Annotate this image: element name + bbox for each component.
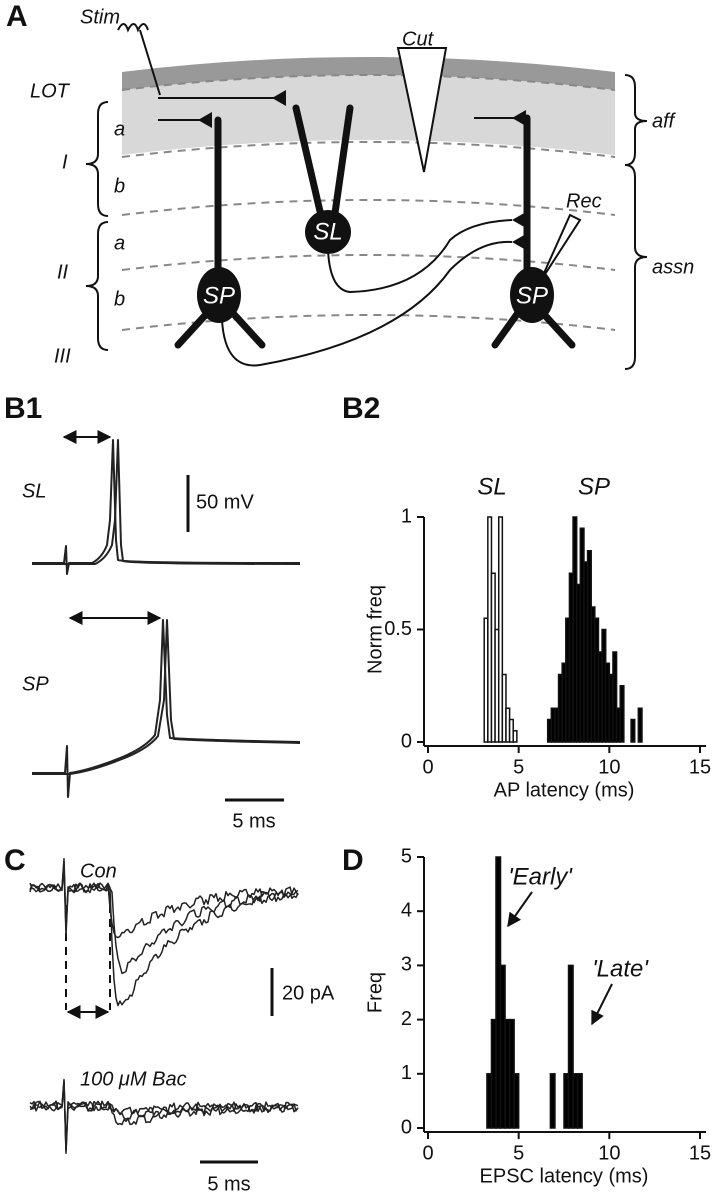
annotation: SL: [477, 473, 506, 500]
label: Stim: [80, 6, 120, 28]
x-tick-label: 10: [598, 756, 620, 778]
label: aff: [652, 110, 677, 132]
annotation: SP: [578, 473, 610, 500]
x-tick-label: 0: [422, 756, 433, 778]
y-tick-label: 4: [401, 899, 412, 921]
panel-label: D: [342, 844, 364, 877]
y-tick-label: 0: [401, 1116, 412, 1138]
trace-label: 100 μM Bac: [80, 1068, 187, 1090]
histogram-bar: [513, 1073, 520, 1129]
y-tick-label: 1: [401, 505, 412, 527]
annotation: 'Early': [508, 863, 573, 890]
y-axis-label: Freq: [364, 972, 386, 1013]
boundary: [121, 199, 616, 216]
histogram-bar: [637, 707, 643, 743]
scale-label: 50 mV: [196, 491, 254, 513]
label: I: [62, 151, 68, 173]
trace: [32, 439, 301, 575]
histogram-bar: [567, 964, 574, 1129]
rec-electrode: [539, 213, 582, 283]
cortex-diagram: Stim Cut LOT I a b II a b III SL SP SP R…: [30, 6, 694, 370]
trace: [29, 1080, 299, 1152]
histogram-bar: [630, 718, 636, 743]
label: III: [54, 345, 71, 367]
y-axis-label: Norm freq: [364, 585, 386, 674]
y-tick-label: 5: [401, 845, 412, 867]
boundary: [121, 74, 616, 91]
label: a: [114, 118, 125, 140]
panel-label: A: [6, 0, 28, 33]
histogram-bar: [619, 685, 625, 743]
x-tick-label: 15: [689, 1142, 711, 1164]
x-tick-label: 5: [513, 1142, 524, 1164]
boundary: [121, 314, 616, 331]
x-axis-label: EPSC latency (ms): [480, 1165, 649, 1187]
right-braces: [624, 74, 648, 370]
trace-label: SP: [22, 673, 49, 695]
x-tick-label: 5: [513, 756, 524, 778]
label: Cut: [402, 28, 435, 50]
x-tick-label: 10: [598, 1142, 620, 1164]
stim-electrode: [117, 23, 161, 96]
trace: [29, 861, 299, 939]
c-traces: Con 100 μM Bac 20 pA 5 ms: [29, 857, 335, 1195]
annotation: 'Late': [592, 955, 649, 982]
cell-label: SP: [203, 282, 235, 309]
y-tick-label: 3: [401, 954, 412, 976]
boundary: [121, 141, 616, 158]
trace: [29, 1078, 299, 1151]
label: Rec: [566, 190, 602, 212]
scale-label: 5 ms: [207, 1173, 250, 1195]
b1-traces: SL SP 50 mV 5 ms: [22, 430, 301, 832]
lot-band: [122, 57, 615, 90]
cut: [396, 47, 448, 173]
boundary: [121, 254, 616, 271]
cell-label: SL: [313, 218, 342, 245]
trace: [29, 1080, 299, 1155]
x-tick-label: 0: [422, 1142, 433, 1164]
sl-dendrites: [292, 104, 354, 224]
sl-axon: [327, 219, 513, 294]
histogram-bar: [576, 1073, 583, 1129]
annotation-arrow: [507, 891, 533, 928]
layer-i-band: [122, 60, 615, 155]
trace-label: SL: [22, 480, 46, 502]
label: b: [114, 175, 125, 197]
trace-label: Con: [80, 860, 117, 882]
trace: [32, 439, 301, 565]
histogram-bar: [549, 1073, 556, 1129]
y-tick-label: 0.5: [384, 618, 412, 640]
label: assn: [652, 256, 694, 278]
y-tick-label: 2: [401, 1008, 412, 1030]
scale-label: 20 pA: [282, 982, 335, 1004]
sp-axon: [221, 240, 513, 367]
label: b: [114, 288, 125, 310]
label: II: [57, 261, 69, 283]
x-tick-label: 15: [689, 756, 711, 778]
scale-label: 5 ms: [232, 810, 275, 832]
panel-label: B1: [4, 392, 42, 425]
sp-cell: [510, 267, 554, 323]
trace: [29, 866, 299, 975]
trace: [32, 619, 301, 775]
label: LOT: [30, 80, 71, 102]
histogram-bar: [497, 516, 504, 743]
x-axis-label: AP latency (ms): [494, 779, 635, 801]
trace: [29, 857, 299, 1007]
histogram-bar: [512, 730, 518, 743]
label: a: [114, 232, 125, 254]
cell-label: SP: [516, 282, 548, 309]
y-tick-label: 1: [401, 1062, 412, 1084]
sl-cell: [305, 210, 351, 254]
left-braces: [85, 101, 109, 351]
y-tick-label: 0: [401, 730, 412, 752]
annotation-arrow: [591, 983, 613, 1026]
histogram-bar: [612, 651, 618, 743]
sp-cell: [197, 267, 241, 323]
panel-label: C: [4, 844, 26, 877]
panel-label: B2: [342, 392, 380, 425]
